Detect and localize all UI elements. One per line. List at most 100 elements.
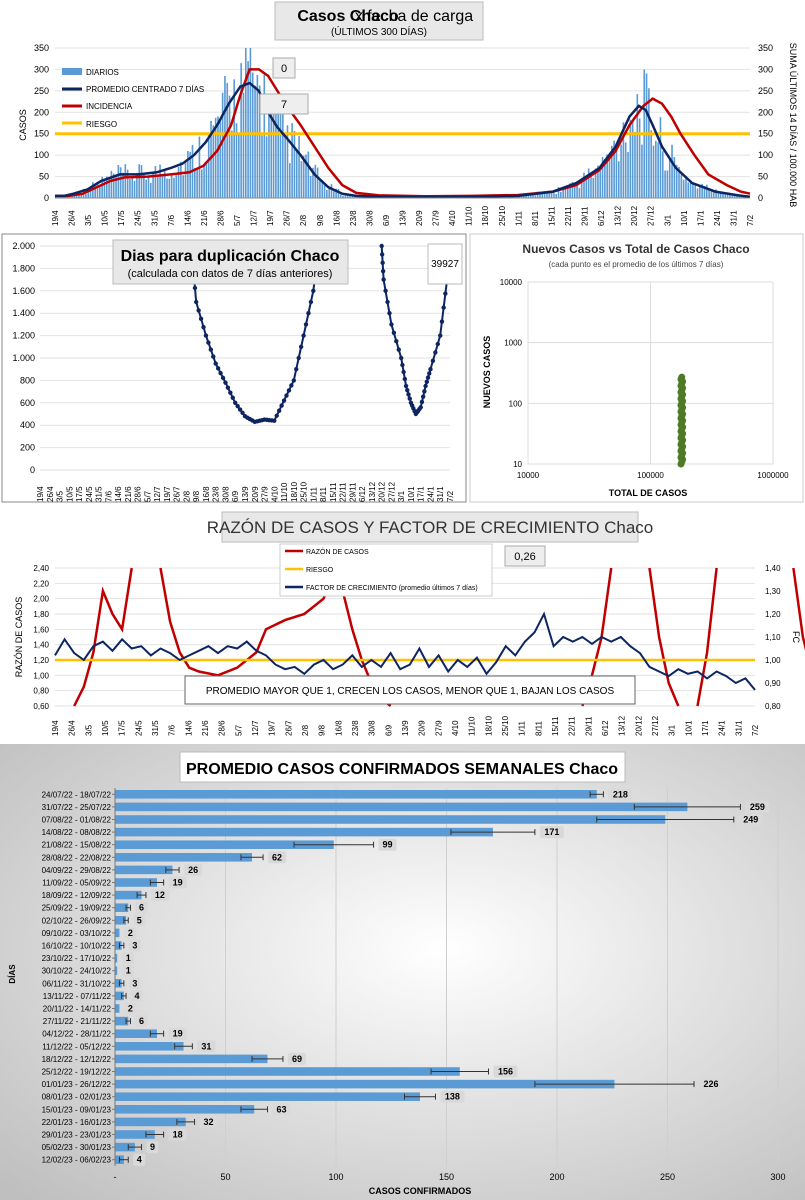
doubling-point	[211, 354, 216, 359]
x-tick-label: 28/6	[134, 486, 143, 502]
daily-bar	[717, 191, 720, 198]
category-label: 29/01/23 - 23/01/23	[42, 1131, 112, 1140]
chart1-callout-top: 0	[281, 63, 287, 75]
daily-bar	[244, 48, 247, 198]
daily-bar	[680, 174, 683, 198]
doubling-point	[424, 379, 430, 384]
daily-cases-panel: 0 50 100 150 200 250 300 350 0 50 100 150 200 250 300 3…	[0, 0, 805, 232]
x-tick-label: 25/10	[498, 205, 507, 226]
daily-bar	[277, 100, 280, 198]
doubling-point	[405, 388, 410, 393]
x-tick-label: 27/9	[261, 486, 270, 502]
daily-bar	[655, 140, 657, 198]
daily-bar	[173, 177, 175, 198]
y-tick-label: 1.400	[12, 308, 35, 318]
doubling-point	[380, 269, 386, 274]
daily-bar	[701, 183, 703, 198]
daily-bar	[96, 181, 99, 198]
daily-bar	[668, 156, 671, 198]
value-label-box	[128, 939, 141, 952]
x-tick-label: 17/5	[75, 486, 84, 502]
doubling-point	[215, 366, 221, 371]
daily-bar	[696, 188, 699, 198]
daily-bar	[615, 146, 618, 198]
x-tick-label: 27/12	[647, 205, 656, 226]
daily-bar	[272, 100, 275, 198]
y-tick-label: 10	[513, 460, 522, 469]
daily-bar	[576, 183, 578, 198]
daily-bar	[548, 190, 551, 198]
x-tick-label: 12/7	[251, 720, 260, 736]
category-label: 01/01/23 - 26/12/22	[42, 1080, 112, 1089]
daily-bar	[638, 118, 641, 198]
x-tick-label: 24/5	[85, 486, 94, 502]
x-tick-label: 8/11	[319, 486, 328, 502]
daily-bar	[122, 172, 124, 198]
chart4-note: PROMEDIO MAYOR QUE 1, CRECEN LOS CASOS, …	[206, 686, 615, 697]
weekly-bar	[115, 878, 157, 887]
daily-bar	[207, 133, 210, 198]
daily-bar	[578, 187, 581, 198]
daily-bar	[231, 130, 233, 198]
daily-bar	[203, 164, 205, 198]
daily-bar	[344, 193, 347, 198]
value-label: 1	[126, 953, 131, 963]
daily-bar	[715, 189, 717, 198]
value-label-box	[168, 1128, 187, 1141]
weekly-bar	[115, 840, 334, 849]
x-tick-label: 7/6	[104, 490, 113, 502]
doubling-point	[406, 392, 411, 397]
doubling-point	[198, 316, 204, 321]
chart2-subtitle: (calculada con datos de 7 días anteriore…	[128, 268, 333, 280]
doubling-point	[441, 305, 446, 310]
daily-bar	[238, 134, 240, 198]
daily-bar	[307, 151, 310, 198]
x-tick-label: 11/10	[280, 482, 289, 502]
category-label: 14/08/22 - 08/08/22	[42, 828, 112, 837]
daily-bar	[265, 136, 268, 198]
daily-bar	[652, 145, 655, 198]
daily-bar	[731, 195, 734, 198]
daily-bar	[560, 191, 562, 198]
x-tick-label: 21/6	[124, 486, 133, 502]
daily-bar	[657, 142, 659, 198]
x-tick-label: -	[114, 1172, 117, 1182]
x-tick-label: 31/5	[95, 486, 104, 502]
weekly-bar	[115, 802, 688, 812]
daily-bar	[270, 98, 273, 198]
doubling-point	[228, 390, 233, 395]
daily-bar	[143, 173, 145, 198]
x-tick-label: 21/6	[201, 720, 210, 736]
value-label: 99	[383, 840, 393, 850]
x-tick-label: 3/1	[668, 724, 677, 736]
x-tick-label: 29/11	[584, 716, 593, 736]
doubling-point	[379, 243, 384, 249]
daily-bar	[620, 144, 622, 198]
doubling-point	[420, 394, 426, 399]
daily-bar	[180, 161, 182, 198]
x-tick-label: 26/4	[46, 486, 55, 502]
x-tick-label: 11/10	[465, 206, 474, 226]
category-label: 02/10/22 - 26/09/22	[42, 916, 112, 925]
doubling-point	[428, 367, 433, 372]
x-tick-label: 25/10	[501, 715, 510, 736]
daily-bar	[161, 176, 164, 198]
value-label-box	[493, 1065, 518, 1078]
y-tick-label: 1.600	[12, 286, 35, 296]
daily-bar	[562, 186, 564, 198]
y-tick-label: 0	[30, 465, 35, 475]
daily-bar	[722, 193, 724, 198]
x-tick-label: 22/11	[564, 206, 573, 226]
doubling-point	[394, 339, 399, 344]
daily-bar	[337, 188, 340, 198]
x-tick-label: 12/7	[250, 210, 259, 226]
value-label-box	[146, 1141, 159, 1154]
daily-bar	[335, 188, 337, 198]
x-tick-label: 31/5	[151, 720, 160, 736]
daily-bar	[629, 119, 632, 198]
value-label-box	[272, 1103, 291, 1116]
weekly-bar	[115, 1117, 186, 1127]
x-tick-label: 2/8	[299, 214, 308, 226]
daily-bar	[673, 156, 676, 198]
value-label: 9	[150, 1142, 155, 1152]
